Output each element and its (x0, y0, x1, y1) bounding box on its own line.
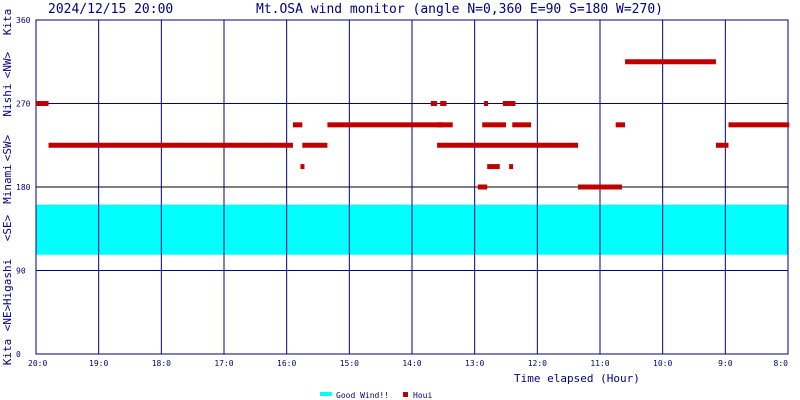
y-direction-label: Nishi (1, 83, 14, 116)
y-direction-label: <SW> (1, 134, 14, 161)
houi-segment (300, 164, 305, 170)
houi-segment (615, 122, 626, 128)
x-tick-label: 10:0 (653, 359, 672, 368)
y-direction-label: Higashi (1, 259, 14, 305)
y-direction-label: Minami (1, 164, 14, 204)
x-tick-label: 9:0 (718, 359, 733, 368)
y-tick-label: 90 (16, 267, 26, 276)
houi-segment (302, 142, 328, 148)
houi-segment (509, 164, 514, 170)
legend-label-houi: Houi (413, 391, 432, 400)
y-tick-label: 180 (16, 183, 31, 192)
houi-segment (446, 142, 579, 148)
x-tick-label: 15:0 (340, 359, 359, 368)
y-direction-label: Kita (1, 9, 14, 36)
y-tick-label: 360 (16, 16, 31, 25)
legend-swatch-good-wind (320, 392, 332, 396)
x-axis-label: Time elapsed (Hour) (514, 372, 640, 385)
y-direction-label: <SE> (1, 214, 14, 241)
houi-segment (625, 59, 716, 65)
x-tick-label: 8:0 (774, 359, 789, 368)
houi-segment (482, 122, 506, 128)
y-axis-direction-labels: Kita <NE>Higashi <SE> Minami <SW> Nishi <NW> Ki… (1, 9, 14, 366)
chart-title: Mt.OSA wind monitor (angle N=0,360 E=90 … (256, 2, 663, 17)
x-tick-label: 11:0 (590, 359, 609, 368)
houi-segment (437, 122, 453, 128)
houi-segment (477, 184, 488, 190)
x-tick-label: 18:0 (152, 359, 171, 368)
y-direction-label: <NW> (1, 51, 14, 78)
houi-segment (512, 122, 532, 128)
houi-segment (487, 164, 500, 170)
y-tick-label: 270 (16, 100, 31, 109)
x-tick-label: 19:0 (89, 359, 108, 368)
x-tick-labels: 20:0 19:0 18:0 17:0 16:0 15:0 14:0 13:0 12:0 11:0… (28, 359, 788, 368)
houi-segment (327, 122, 444, 128)
grid-lines (35, 19, 789, 355)
legend-label-good-wind: Good Wind!! (336, 391, 389, 400)
legend: Good Wind!! Houi (320, 391, 432, 400)
y-direction-label: Kita (1, 339, 14, 366)
houi-segment (437, 142, 447, 148)
y-direction-label: <NE> (1, 304, 14, 331)
y-tick-label: 0 (16, 350, 21, 359)
houi-segment (502, 101, 516, 106)
houi-segment (292, 122, 303, 128)
x-tick-label: 17:0 (214, 359, 233, 368)
houi-segment (728, 122, 790, 128)
houi-segment (715, 142, 729, 148)
legend-swatch-houi (403, 392, 408, 397)
houi-segment (440, 101, 447, 106)
houi-series (36, 59, 790, 190)
x-tick-label: 14:0 (402, 359, 421, 368)
x-tick-label: 13:0 (465, 359, 484, 368)
plot-border (35, 19, 789, 355)
x-tick-label: 16:0 (277, 359, 296, 368)
houi-segment (36, 101, 49, 106)
houi-segment (48, 142, 293, 148)
timestamp: 2024/12/15 20:00 (48, 2, 173, 17)
houi-segment (578, 184, 622, 190)
y-tick-labels: 0 90 180 270 360 (16, 16, 31, 359)
x-tick-label: 20:0 (28, 359, 47, 368)
houi-segment (484, 101, 489, 106)
houi-segment (430, 101, 438, 106)
x-tick-label: 12:0 (528, 359, 547, 368)
